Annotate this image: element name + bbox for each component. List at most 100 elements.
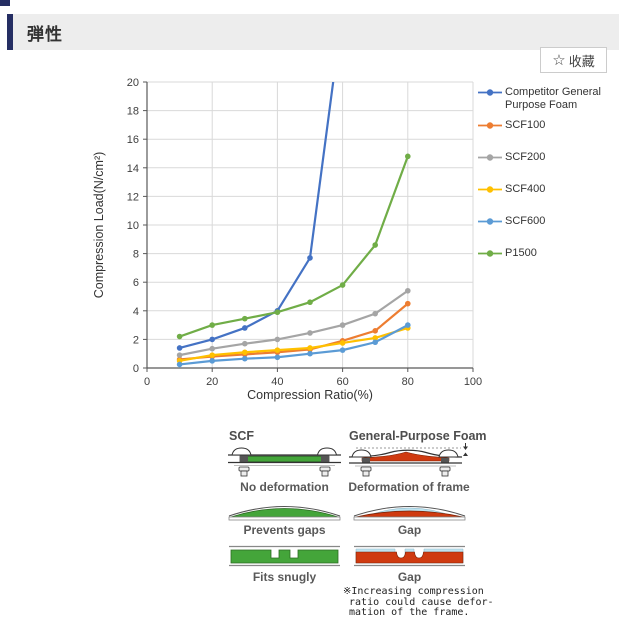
legend-item: SCF200 xyxy=(478,151,608,164)
compression-chart: 0 2 4 6 8 10 12 14 16 18 20 0 20 40 60 80 100 Compressio… xyxy=(92,77,482,402)
y-axis-title: Compression Load(N/cm²) xyxy=(92,152,106,299)
series-line xyxy=(179,302,409,361)
data-point xyxy=(339,282,346,288)
data-point xyxy=(274,336,281,343)
data-point xyxy=(307,345,313,351)
data-point xyxy=(274,354,281,361)
legend-marker-icon xyxy=(478,154,502,161)
legend-item: P1500 xyxy=(478,247,608,260)
data-point xyxy=(307,330,313,336)
right-column-title: General-Purpose Foam xyxy=(349,429,487,443)
left-column-title: SCF xyxy=(229,429,254,443)
data-point xyxy=(372,328,379,334)
legend-item: SCF600 xyxy=(478,215,608,228)
data-point xyxy=(209,358,215,364)
legend-label: Competitor General Purpose Foam xyxy=(505,86,601,111)
svg-text:6: 6 xyxy=(133,277,139,289)
data-point xyxy=(242,349,248,356)
legend-marker-icon xyxy=(478,250,502,257)
svg-text:16: 16 xyxy=(127,134,139,146)
series-line xyxy=(179,155,409,338)
data-point xyxy=(176,352,183,358)
favorite-button[interactable]: ☆ 收藏 xyxy=(540,47,607,73)
data-point xyxy=(307,255,313,261)
scf-notch-caption: Fits snugly xyxy=(252,570,317,584)
legend-label: SCF600 xyxy=(505,215,546,227)
scf-dome-caption: Prevents gaps xyxy=(243,523,326,537)
data-point xyxy=(339,322,346,328)
legend-marker-icon xyxy=(478,89,502,96)
svg-text:14: 14 xyxy=(127,163,139,175)
svg-text:18: 18 xyxy=(127,106,139,118)
legend-item: SCF100 xyxy=(478,119,608,132)
svg-text:10: 10 xyxy=(127,220,139,232)
data-point xyxy=(339,340,346,346)
data-point xyxy=(339,347,346,353)
gpf-frame-diagram xyxy=(348,443,468,477)
data-point xyxy=(242,315,248,322)
series-line xyxy=(179,326,409,362)
legend-marker-icon xyxy=(478,218,502,225)
svg-text:40: 40 xyxy=(271,376,283,388)
axes xyxy=(143,81,474,372)
scf-notch-diagram xyxy=(229,545,340,567)
data-point xyxy=(372,335,379,341)
data-point xyxy=(372,310,379,317)
series-line xyxy=(179,82,335,350)
svg-text:8: 8 xyxy=(133,249,139,261)
gpf-dome-caption: Gap xyxy=(397,523,422,537)
legend-marker-icon xyxy=(478,122,502,129)
data-point xyxy=(307,299,313,306)
legend-label: SCF400 xyxy=(505,183,546,195)
data-point xyxy=(307,350,313,357)
star-icon: ☆ xyxy=(552,51,566,69)
page-title: 弾性 xyxy=(27,24,63,44)
series-line xyxy=(179,324,409,366)
scf-dome-diagram xyxy=(228,506,341,521)
data-point xyxy=(176,333,183,340)
data-point xyxy=(274,347,281,353)
gpf-notch-diagram xyxy=(354,545,465,567)
legend-item: SCF400 xyxy=(478,183,608,196)
scf-frame-caption: No deformation xyxy=(240,480,329,494)
legend-label: SCF100 xyxy=(505,119,546,131)
favorite-button-label: 收藏 xyxy=(568,53,595,69)
data-point xyxy=(242,325,248,331)
x-axis-title: Compression Ratio(%) xyxy=(247,388,373,402)
scf-frame-diagram xyxy=(228,447,341,477)
data-point xyxy=(405,300,411,307)
data-point xyxy=(405,287,411,294)
gpf-notch-caption: Gap xyxy=(397,570,422,584)
svg-text:20: 20 xyxy=(206,376,218,388)
legend-label: SCF200 xyxy=(505,151,546,163)
gridlines xyxy=(147,81,474,368)
data-point xyxy=(209,336,215,343)
chart-legend: Competitor General Purpose Foam SCF100 SCF… xyxy=(478,86,608,279)
svg-text:60: 60 xyxy=(336,376,348,388)
svg-text:12: 12 xyxy=(127,191,139,203)
svg-text:0: 0 xyxy=(133,363,139,375)
legend-label: P1500 xyxy=(505,247,537,259)
gpf-dome-diagram xyxy=(353,506,466,521)
data-series xyxy=(176,82,411,368)
svg-text:4: 4 xyxy=(133,306,139,318)
data-point xyxy=(372,339,379,346)
data-point xyxy=(209,352,215,358)
data-point xyxy=(176,345,183,351)
data-point xyxy=(176,361,183,368)
corner-accent-mark xyxy=(0,0,10,6)
data-point xyxy=(242,355,248,362)
data-point xyxy=(274,309,281,316)
series-line xyxy=(179,289,409,357)
page-header: 弾性 xyxy=(7,14,619,50)
svg-text:100: 100 xyxy=(464,376,482,388)
data-point xyxy=(405,322,411,328)
legend-marker-icon xyxy=(478,186,502,193)
gpf-frame-caption: Deformation of frame xyxy=(348,480,470,494)
footnote: ※Increasing compression ratio could caus… xyxy=(343,586,494,618)
legend-item: Competitor General Purpose Foam xyxy=(478,86,608,112)
data-point xyxy=(372,242,379,248)
svg-text:20: 20 xyxy=(127,77,139,89)
svg-text:80: 80 xyxy=(402,376,414,388)
